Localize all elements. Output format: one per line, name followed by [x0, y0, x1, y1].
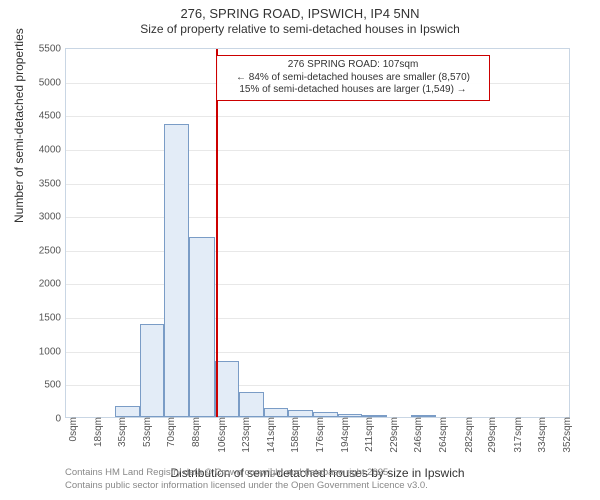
chart-title-block: 276, SPRING ROAD, IPSWICH, IP4 5NN Size …	[0, 0, 600, 36]
histogram-bar	[264, 408, 288, 417]
x-tick-label: 246sqm	[411, 417, 424, 453]
x-tick-label: 141sqm	[264, 417, 277, 453]
x-tick-label: 211sqm	[362, 417, 375, 452]
chart-area: 0500100015002000250030003500400045005000…	[65, 48, 570, 418]
gridline-h	[66, 318, 569, 319]
chart-title-main: 276, SPRING ROAD, IPSWICH, IP4 5NN	[0, 6, 600, 21]
x-tick-label: 70sqm	[164, 417, 177, 447]
x-tick-label: 194sqm	[338, 417, 351, 453]
annotation-box: 276 SPRING ROAD: 107sqm← 84% of semi-det…	[216, 55, 490, 101]
x-tick-label: 106sqm	[215, 417, 228, 453]
y-tick-label: 1500	[39, 313, 66, 324]
x-tick-label: 282sqm	[462, 417, 475, 453]
histogram-bar	[288, 410, 313, 417]
x-tick-label: 176sqm	[313, 417, 326, 453]
y-tick-label: 3500	[39, 178, 66, 189]
histogram-bar	[239, 392, 264, 417]
gridline-h	[66, 284, 569, 285]
y-tick-label: 2000	[39, 279, 66, 290]
x-tick-label: 53sqm	[140, 417, 153, 447]
annotation-line: 276 SPRING ROAD: 107sqm	[223, 59, 483, 72]
x-tick-label: 0sqm	[66, 417, 79, 441]
chart-title-sub: Size of property relative to semi-detach…	[0, 22, 600, 36]
y-tick-label: 3000	[39, 212, 66, 223]
x-tick-label: 88sqm	[189, 417, 202, 447]
y-tick-label: 5000	[39, 77, 66, 88]
y-tick-label: 1000	[39, 346, 66, 357]
x-tick-label: 317sqm	[511, 417, 524, 453]
y-axis-title: Number of semi-detached properties	[12, 28, 26, 223]
gridline-h	[66, 251, 569, 252]
y-tick-label: 4000	[39, 144, 66, 155]
attribution-block: Contains HM Land Registry data © Crown c…	[65, 467, 428, 492]
x-tick-label: 18sqm	[91, 417, 104, 447]
y-tick-label: 2500	[39, 245, 66, 256]
attribution-line1: Contains HM Land Registry data © Crown c…	[65, 467, 428, 479]
y-tick-label: 0	[55, 414, 66, 425]
annotation-line: ← 84% of semi-detached houses are smalle…	[223, 72, 483, 85]
y-tick-label: 5500	[39, 44, 66, 55]
gridline-h	[66, 184, 569, 185]
histogram-bar	[140, 324, 164, 417]
x-tick-label: 35sqm	[115, 417, 128, 447]
gridline-h	[66, 217, 569, 218]
x-tick-label: 264sqm	[436, 417, 449, 453]
attribution-line2: Contains public sector information licen…	[65, 480, 428, 492]
x-tick-label: 299sqm	[485, 417, 498, 453]
x-tick-label: 334sqm	[535, 417, 548, 453]
histogram-bar	[164, 124, 189, 417]
x-tick-label: 352sqm	[560, 417, 573, 453]
plot-region: 0500100015002000250030003500400045005000…	[65, 48, 570, 418]
x-tick-label: 229sqm	[387, 417, 400, 453]
y-tick-label: 4500	[39, 111, 66, 122]
gridline-h	[66, 150, 569, 151]
histogram-bar	[189, 237, 214, 417]
y-tick-label: 500	[44, 380, 66, 391]
annotation-line: 15% of semi-detached houses are larger (…	[223, 84, 483, 97]
histogram-bar	[215, 361, 239, 417]
histogram-bar	[115, 406, 140, 417]
x-tick-label: 158sqm	[288, 417, 301, 453]
x-tick-label: 123sqm	[239, 417, 252, 453]
gridline-h	[66, 116, 569, 117]
reference-line	[216, 49, 218, 417]
